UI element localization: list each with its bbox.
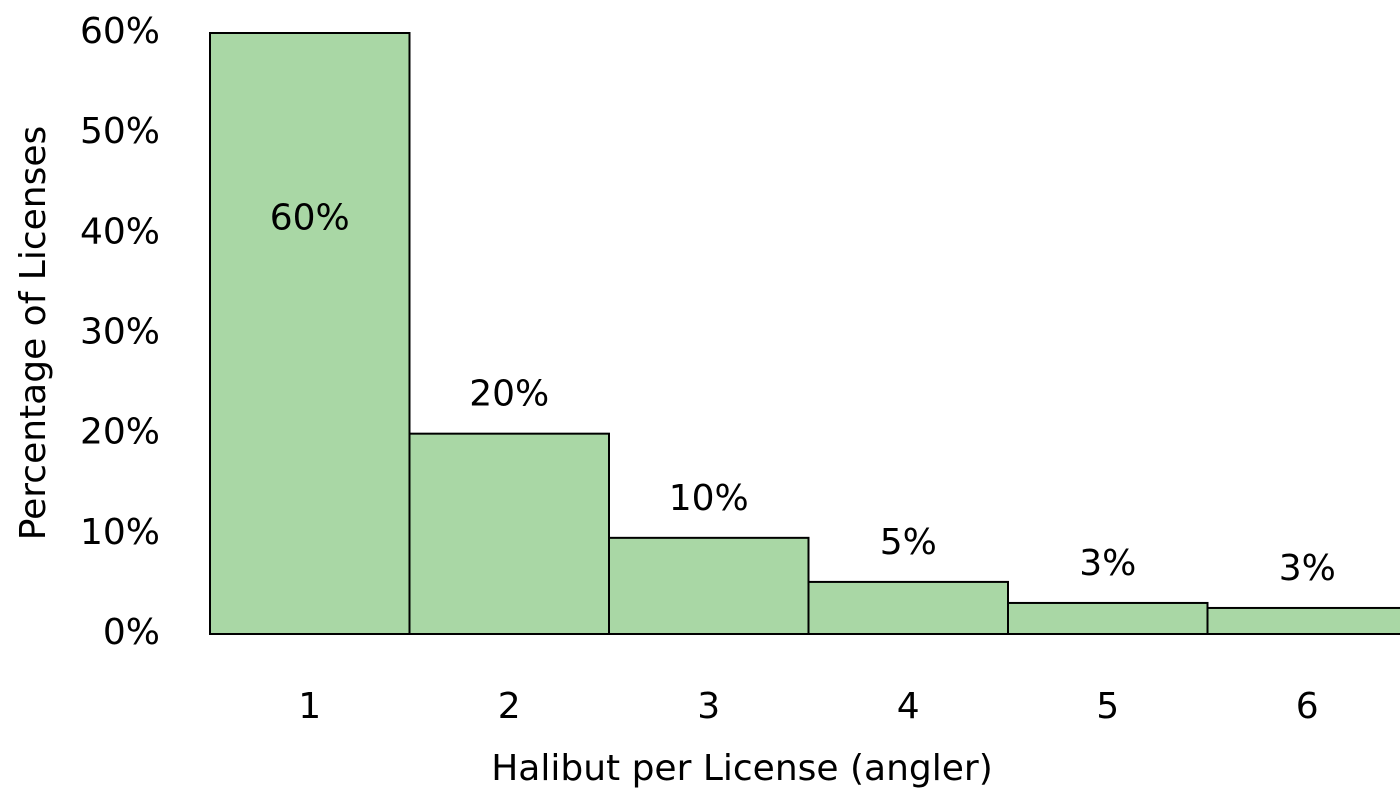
y-tick-label: 0% xyxy=(103,612,160,653)
bar xyxy=(608,536,810,636)
bar xyxy=(1007,601,1209,635)
data-label: 10% xyxy=(669,478,749,519)
bar xyxy=(408,432,610,635)
x-tick-label: 4 xyxy=(897,686,920,727)
data-label: 20% xyxy=(469,374,549,415)
data-label: 3% xyxy=(1279,548,1336,589)
bar xyxy=(209,32,411,635)
x-tick-label: 3 xyxy=(697,686,720,727)
bar xyxy=(1206,606,1400,635)
x-tick-label: 5 xyxy=(1096,686,1119,727)
y-tick-label: 10% xyxy=(80,512,160,553)
y-tick-label: 60% xyxy=(80,11,160,52)
y-tick-label: 20% xyxy=(80,412,160,453)
data-label: 3% xyxy=(1079,543,1136,584)
x-tick-label: 2 xyxy=(498,686,521,727)
y-tick-label: 40% xyxy=(80,211,160,252)
bar xyxy=(807,580,1009,635)
x-axis-title: Halibut per License (angler) xyxy=(491,748,993,789)
y-tick-label: 50% xyxy=(80,111,160,152)
x-tick-label: 1 xyxy=(298,686,321,727)
y-axis-title: Percentage of Licenses xyxy=(13,126,54,541)
x-tick-label: 6 xyxy=(1296,686,1319,727)
data-label: 5% xyxy=(880,522,937,563)
y-tick-label: 30% xyxy=(80,312,160,353)
data-label: 60% xyxy=(270,197,350,238)
